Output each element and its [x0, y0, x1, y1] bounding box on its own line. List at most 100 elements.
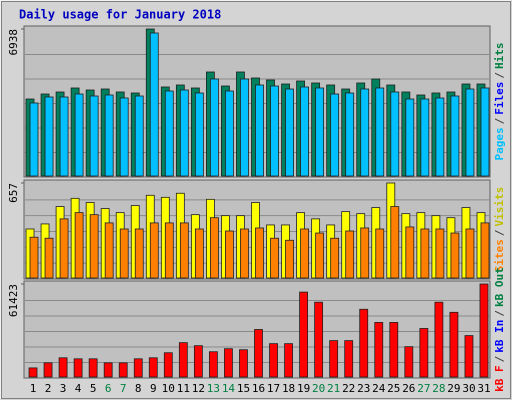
- bar: [164, 222, 174, 279]
- x-tick-label: 30: [462, 382, 475, 395]
- legend-entry: kB F: [493, 365, 506, 392]
- legend-entry: Files: [493, 82, 506, 115]
- bar: [480, 87, 490, 177]
- bar: [29, 102, 39, 177]
- x-tick-label: 23: [357, 382, 370, 395]
- bar: [284, 343, 293, 378]
- x-tick-label: 8: [135, 382, 142, 395]
- bar: [59, 218, 69, 279]
- x-tick-label: 15: [237, 382, 250, 395]
- legend: kB F / kB In / kB Out: [493, 267, 506, 392]
- bar: [225, 230, 234, 279]
- x-tick-label: 22: [342, 382, 355, 395]
- bar: [405, 226, 415, 279]
- x-tick-label: 28: [432, 382, 445, 395]
- x-tick-label: 4: [75, 382, 82, 395]
- legend-entry: /: [493, 229, 506, 236]
- bar: [374, 322, 384, 378]
- x-tick-label: 20: [312, 382, 325, 395]
- x-tick-label: 25: [387, 382, 400, 395]
- legend-entry: Pages: [493, 127, 506, 160]
- bar: [88, 358, 98, 378]
- legend-entry: Hits: [493, 43, 506, 70]
- bar: [285, 239, 294, 279]
- bar: [315, 232, 325, 279]
- legend-entry: /: [493, 117, 506, 124]
- bar: [149, 222, 159, 279]
- legend-entry: kB Out: [493, 267, 506, 307]
- bar: [255, 84, 264, 177]
- x-tick-label: 26: [402, 382, 415, 395]
- legend-entry: Sites: [493, 239, 506, 272]
- bar: [254, 329, 263, 378]
- legend-entry: /: [493, 72, 506, 79]
- x-tick-label: 27: [417, 382, 430, 395]
- x-tick-label: 7: [120, 382, 127, 395]
- bar: [240, 78, 249, 177]
- bar: [119, 228, 129, 279]
- bar: [330, 237, 340, 279]
- bar: [225, 90, 234, 177]
- bar: [178, 342, 188, 378]
- bar: [405, 98, 415, 177]
- bar: [193, 345, 203, 378]
- bar: [390, 91, 400, 177]
- bar: [450, 232, 460, 279]
- bar: [224, 348, 233, 378]
- x-tick-label: 18: [282, 382, 295, 395]
- bar: [315, 87, 325, 177]
- bar: [133, 358, 143, 378]
- bar: [449, 311, 459, 378]
- x-tick-label: 24: [372, 382, 386, 395]
- legend-entry: kB In: [493, 320, 506, 353]
- bar: [344, 340, 354, 378]
- bar: [74, 93, 84, 177]
- bar: [239, 349, 248, 378]
- bar: [285, 88, 294, 177]
- bar: [74, 212, 84, 279]
- bar: [194, 228, 204, 279]
- x-tick-label: 19: [297, 382, 310, 395]
- x-tick-label: 29: [447, 382, 460, 395]
- bar: [210, 217, 219, 279]
- bar: [299, 291, 309, 378]
- bar: [148, 357, 158, 378]
- x-tick-label: 21: [327, 382, 340, 395]
- y-tick-label: 6938: [7, 29, 20, 56]
- bar: [450, 95, 460, 177]
- bar: [300, 86, 310, 177]
- bar: [209, 351, 218, 378]
- bar: [43, 362, 53, 378]
- bar: [435, 228, 445, 279]
- legend-entry: /: [493, 310, 506, 317]
- bar: [389, 322, 399, 378]
- bar: [465, 228, 475, 279]
- legend-entry: /: [493, 355, 506, 362]
- bar: [269, 343, 278, 378]
- bar: [465, 88, 475, 177]
- legend-entry: Visits: [493, 187, 506, 227]
- bar: [118, 362, 128, 378]
- bar: [270, 237, 279, 279]
- bar: [179, 89, 189, 177]
- bar: [104, 222, 114, 279]
- x-tick-label: 12: [192, 382, 205, 395]
- y-tick-label: 657: [7, 183, 20, 203]
- bar: [44, 96, 54, 177]
- bar: [434, 301, 444, 378]
- x-tick-label: 16: [252, 382, 265, 395]
- bar: [345, 92, 355, 177]
- x-tick-label: 2: [45, 382, 52, 395]
- bar: [375, 228, 385, 279]
- bar: [164, 90, 174, 177]
- bar: [420, 98, 430, 177]
- bar: [390, 206, 400, 279]
- x-tick-label: 1: [30, 382, 37, 395]
- x-tick-label: 10: [162, 382, 175, 395]
- bar: [44, 237, 54, 279]
- chart-title: Daily usage for January 2018: [19, 8, 221, 22]
- bar: [329, 340, 339, 378]
- bar: [119, 97, 129, 177]
- bar: [134, 228, 144, 279]
